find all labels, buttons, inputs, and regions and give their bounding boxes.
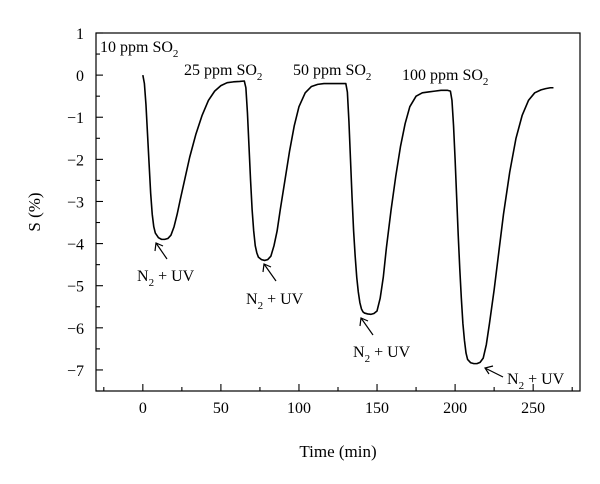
arrow-3 [360,317,374,336]
x-tick-label: 100 [287,400,311,417]
annotation-uv-4: N2 + UV [484,365,565,392]
y-tick-label: −3 [67,194,84,211]
y-tick-label: −4 [67,237,84,254]
annotation-uv-1: N2 + UV [137,242,195,289]
annotation-25ppm: 25 ppm SO2 [184,62,262,83]
arrow-head-1 [154,242,164,252]
y-tick-label: −6 [67,321,84,338]
y-axis-ticks: 1 0 −1 −2 −3 −4 −5 −6 −7 [67,26,103,392]
y-tick-label: −1 [67,110,84,127]
x-axis-ticks: 0 50 100 150 200 250 [103,384,573,417]
annotation-10ppm: 10 ppm SO2 [100,39,178,60]
annotation-50ppm: 50 ppm SO2 [293,62,371,83]
axes [95,32,581,392]
x-axis-title: Time (min) [299,442,376,461]
x-tick-label: 200 [443,400,467,417]
uv-label-1: N2 + UV [137,268,195,289]
y-tick-label: 1 [76,26,84,43]
y-tick-label: −5 [67,279,84,296]
uv-label-4: N2 + UV [507,371,565,392]
arrow-1 [155,242,168,260]
x-tick-label: 50 [213,400,229,417]
series-line [142,74,554,365]
arrow-2 [263,263,277,282]
x-tick-label: 0 [139,400,147,417]
arrow-head-3 [359,317,369,327]
y-tick-label: 0 [76,68,84,85]
x-tick-label: 250 [521,400,545,417]
y-tick-label: −2 [67,152,84,169]
annotation-uv-3: N2 + UV [353,317,411,365]
y-axis-title: S (%) [25,192,44,231]
x-tick-label: 150 [365,400,389,417]
arrow-4 [484,367,504,378]
arrow-head-2 [262,263,272,273]
annotation-100ppm: 100 ppm SO2 [402,67,488,88]
annotation-uv-2: N2 + UV [246,263,304,312]
uv-label-2: N2 + UV [246,291,304,312]
plot-frame [95,32,581,392]
arrow-head-4 [484,365,494,375]
uv-label-3: N2 + UV [353,344,411,365]
y-tick-label: −7 [67,363,84,380]
